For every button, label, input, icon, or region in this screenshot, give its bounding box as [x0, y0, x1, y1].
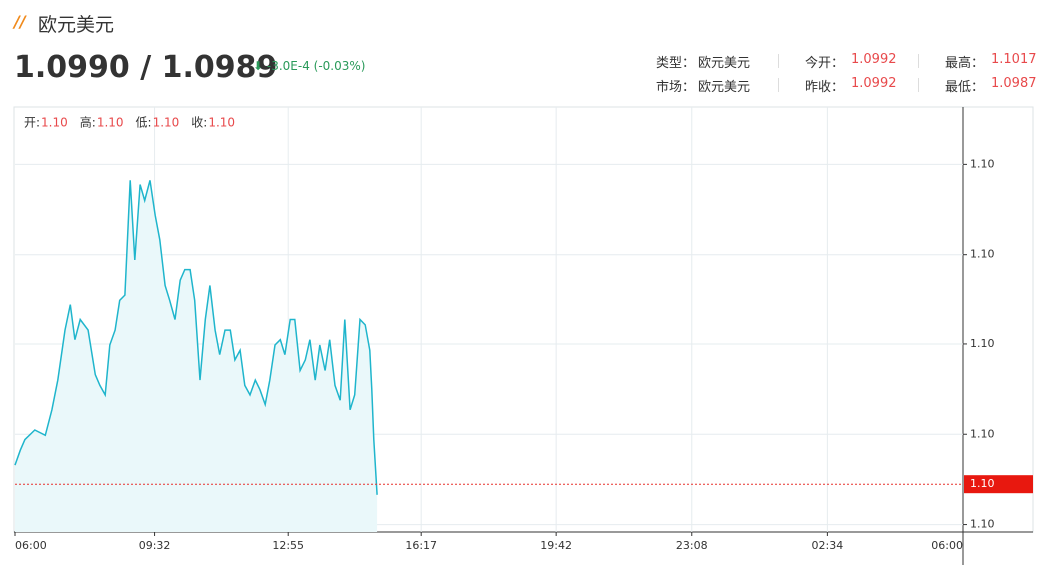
ohlc-label: 开:: [24, 116, 40, 130]
info-value: 欧元美元: [698, 56, 751, 71]
reference-label: 1.10: [970, 477, 995, 490]
price: 1.0990 / 1.0989: [14, 50, 278, 85]
ohlc-value: 1.10: [97, 116, 124, 130]
x-tick-label: 23:08: [676, 539, 708, 552]
ohlc-label: 高:: [80, 115, 96, 130]
y-tick-label: 1.10: [970, 157, 995, 170]
info-value: 1.0987: [991, 76, 1037, 91]
info-label: 最低：: [945, 80, 985, 95]
down-arrow: ⬇: [253, 59, 267, 73]
separator: [778, 54, 779, 68]
info-label: 市场：: [656, 80, 696, 95]
ohlc-value: 1.10: [153, 116, 180, 130]
info-label: 昨收：: [805, 80, 845, 95]
x-tick-label: 12:55: [272, 539, 304, 552]
info-value: 1.1017: [991, 52, 1037, 67]
separator: [778, 78, 779, 92]
separator: [918, 54, 919, 68]
ohlc-label: 收:: [191, 116, 207, 130]
y-tick-label: 1.10: [970, 518, 995, 531]
x-tick-label: 09:32: [139, 539, 171, 552]
y-tick-label: 1.10: [970, 337, 995, 350]
info-value: 1.0992: [851, 52, 897, 67]
ohlc-value: 1.10: [208, 116, 235, 130]
price-line: [14, 180, 378, 495]
y-tick-label: 1.10: [970, 248, 995, 261]
x-tick-label: 06:00: [15, 539, 47, 552]
area: [15, 180, 378, 533]
x-tick-label: 02:34: [812, 539, 844, 552]
x-tick-label: 16:17: [405, 539, 437, 552]
ohlc-label: 低:: [136, 116, 152, 130]
info-label: 今开：: [805, 56, 845, 71]
title: 欧元美元: [38, 14, 115, 36]
info-value: 欧元美元: [698, 80, 751, 95]
x-tick-label: 06:00: [931, 539, 963, 552]
change-value: -3.0E-4 (-0.03%): [266, 59, 366, 73]
y-tick-label: 1.10: [970, 427, 995, 440]
logo: //: [14, 12, 26, 31]
ohlc-value: 1.10: [41, 116, 68, 130]
info-label: 最高：: [945, 56, 985, 71]
info-value: 1.0992: [851, 76, 897, 91]
reference-tag: [964, 475, 1033, 494]
change: ⬇ -3.0E-4 (-0.03%): [253, 59, 365, 73]
x-tick-label: 19:42: [540, 539, 572, 552]
info-label: 类型：: [656, 56, 696, 71]
separator: [918, 78, 919, 92]
